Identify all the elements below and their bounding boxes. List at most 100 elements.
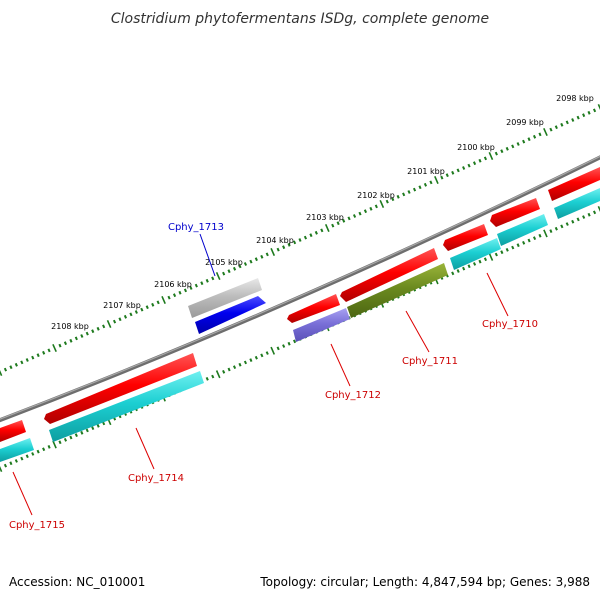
inner-tick bbox=[582, 215, 586, 219]
gene-arrow-edge-right[interactable] bbox=[548, 167, 600, 201]
gene-label-1713[interactable]: Cphy_1713 bbox=[168, 222, 224, 233]
ruler-tick bbox=[276, 247, 280, 252]
ruler-tick bbox=[227, 269, 231, 274]
ruler-tick bbox=[215, 271, 221, 281]
ruler-tick bbox=[369, 206, 373, 211]
inner-tick bbox=[96, 423, 100, 428]
ruler-tick bbox=[324, 223, 330, 233]
inner-tick bbox=[265, 351, 269, 355]
kbp-label-2099: 2099 kbp bbox=[506, 118, 544, 127]
gene-cds-1714[interactable] bbox=[49, 371, 204, 442]
gene-arrow-1714-top[interactable] bbox=[44, 353, 197, 424]
gene-arrow-1710-left[interactable] bbox=[490, 198, 540, 227]
ruler-tick bbox=[287, 242, 291, 247]
gene-labels: Cphy_1710 Cphy_1711 Cphy_1712 Cphy_1713 … bbox=[9, 222, 538, 531]
gene-arrow-1715-top[interactable] bbox=[0, 420, 26, 442]
ruler-tick bbox=[20, 360, 24, 365]
map-title: Clostridium phytofermentans ISDg, comple… bbox=[111, 11, 489, 27]
ruler-tick bbox=[25, 358, 29, 362]
ruler-tick bbox=[140, 307, 144, 312]
gene-row-reverse bbox=[0, 188, 600, 462]
ruler-tick bbox=[309, 233, 313, 238]
ruler-tick bbox=[434, 175, 439, 185]
ruler-tick bbox=[429, 180, 433, 185]
inner-tick bbox=[565, 222, 569, 226]
inner-tick bbox=[58, 440, 62, 445]
ruler-tick bbox=[538, 132, 542, 137]
ruler-tick bbox=[352, 214, 357, 218]
ruler-tick bbox=[363, 209, 368, 214]
inner-tick bbox=[467, 264, 471, 269]
inner-tick bbox=[270, 346, 276, 355]
gene-cds-1715[interactable] bbox=[0, 438, 34, 462]
gene-label-1714[interactable]: Cphy_1714 bbox=[128, 473, 184, 484]
ruler-tick bbox=[554, 125, 558, 130]
gene-cds-edge-right[interactable] bbox=[554, 188, 600, 219]
ruler-tick bbox=[134, 310, 138, 314]
ruler-tick bbox=[592, 108, 597, 113]
inner-tick bbox=[472, 262, 477, 266]
ruler-tick bbox=[167, 295, 171, 300]
gene-cds-1710[interactable] bbox=[450, 238, 501, 270]
inner-tick bbox=[63, 437, 68, 442]
ruler-tick bbox=[112, 319, 117, 324]
ruler-tick bbox=[85, 331, 89, 336]
inner-tick bbox=[522, 240, 526, 245]
gene-arrow-1710[interactable] bbox=[443, 224, 488, 251]
gene-arrow-1712-top[interactable] bbox=[287, 294, 340, 323]
ruler-tick bbox=[379, 199, 385, 209]
gene-label-1710[interactable]: Cphy_1710 bbox=[482, 319, 538, 330]
ruler-tick bbox=[189, 286, 193, 290]
ruler-tick bbox=[571, 118, 575, 122]
inner-tick bbox=[462, 266, 466, 271]
ruler-tick bbox=[74, 336, 78, 341]
ruler-tick bbox=[3, 367, 8, 372]
inner-tick bbox=[451, 271, 455, 276]
gene-arrow-1711-top[interactable] bbox=[340, 248, 438, 302]
inner-tick bbox=[500, 250, 504, 255]
inner-tick bbox=[260, 353, 264, 358]
inner-tick bbox=[282, 344, 286, 348]
leader-1712 bbox=[330, 343, 351, 387]
ruler-tick bbox=[478, 158, 482, 163]
inner-tick bbox=[511, 245, 515, 250]
ruler-tick bbox=[238, 264, 242, 269]
ruler-tick bbox=[282, 245, 286, 250]
kbp-label-2103: 2103 kbp bbox=[306, 213, 344, 222]
leader-1713 bbox=[199, 233, 216, 277]
inner-tick bbox=[227, 367, 231, 372]
gene-1713-blue[interactable] bbox=[195, 296, 266, 334]
gene-label-1711[interactable]: Cphy_1711 bbox=[402, 356, 458, 367]
inner-tick bbox=[560, 224, 564, 229]
ruler-tick bbox=[576, 115, 580, 120]
ruler-ticks bbox=[0, 103, 600, 377]
ruler-tick bbox=[462, 166, 466, 170]
inner-tick bbox=[292, 339, 297, 344]
ruler-tick bbox=[587, 110, 591, 115]
ruler-tick bbox=[402, 192, 406, 197]
ruler-tick bbox=[183, 288, 188, 293]
inner-tick bbox=[505, 247, 509, 252]
ruler-tick bbox=[505, 146, 509, 151]
ruler-tick bbox=[412, 187, 417, 192]
ruler-tick bbox=[31, 355, 35, 360]
ruler-labels: 2098 kbp 2099 kbp 2100 kbp 2101 kbp 2102… bbox=[51, 94, 594, 331]
ruler-tick bbox=[178, 290, 182, 295]
ruler-tick bbox=[396, 194, 400, 199]
gene-cds-1710-b[interactable] bbox=[497, 214, 548, 246]
inner-tick bbox=[576, 217, 580, 222]
leader-1710 bbox=[486, 272, 509, 317]
ruler-tick bbox=[423, 182, 428, 187]
gene-cds-1712[interactable] bbox=[293, 308, 350, 342]
inner-tick bbox=[52, 440, 57, 449]
gene-1713-gray[interactable] bbox=[188, 278, 262, 318]
ruler-tick bbox=[96, 326, 100, 331]
gene-cds-1711[interactable] bbox=[347, 263, 448, 318]
ruler-tick bbox=[303, 235, 308, 240]
kbp-label-2108: 2108 kbp bbox=[51, 322, 89, 331]
ruler-tick bbox=[500, 149, 504, 154]
ruler-tick bbox=[58, 343, 62, 348]
gene-label-1715[interactable]: Cphy_1715 bbox=[9, 520, 65, 531]
inner-tick bbox=[287, 341, 291, 346]
gene-label-1712[interactable]: Cphy_1712 bbox=[325, 390, 381, 401]
